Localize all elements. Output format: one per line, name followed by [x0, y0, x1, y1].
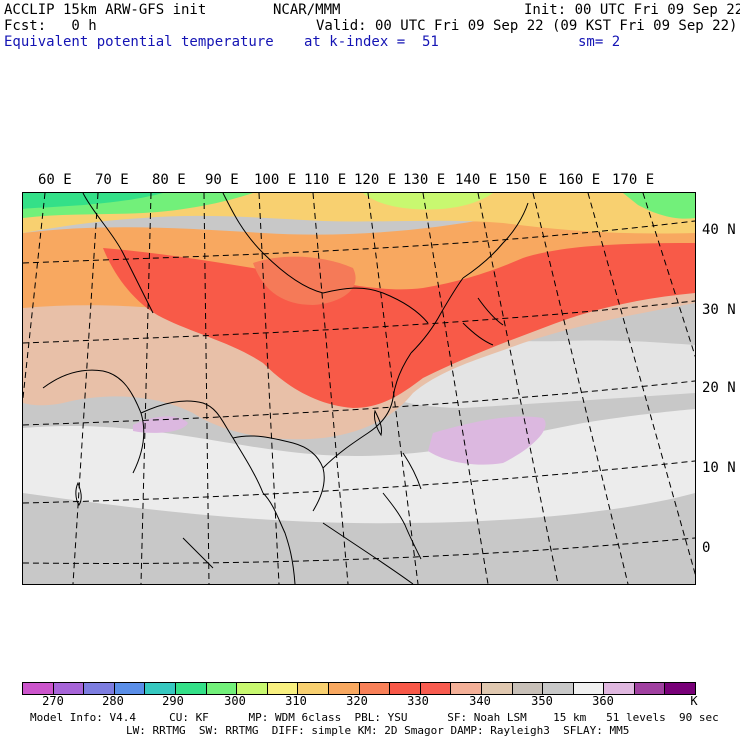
colorbar-label: 290 — [162, 694, 184, 708]
colorbar-label: 320 — [346, 694, 368, 708]
colorbar-cell — [604, 683, 635, 694]
longitude-label: 170 E — [612, 172, 655, 188]
level-index: at k-index = 51 — [304, 34, 439, 50]
smoothing: sm= 2 — [578, 34, 621, 50]
longitude-label: 60 E — [38, 172, 72, 188]
colorbar-cell — [267, 683, 299, 694]
latitude-label: 20 N — [702, 380, 736, 396]
longitude-label: 100 E — [254, 172, 297, 188]
colorbar-cell — [481, 683, 513, 694]
valid-time: Valid: 00 UTC Fri 09 Sep 22 (09 KST Fri … — [316, 18, 738, 34]
equivalent-potential-temperature-map — [23, 193, 695, 584]
colorbar-cell — [543, 683, 574, 694]
colorbar-label: 270 — [42, 694, 64, 708]
colorbar-label: 300 — [224, 694, 246, 708]
longitude-label: 80 E — [152, 172, 186, 188]
colorbar-label: 280 — [102, 694, 124, 708]
colorbar-label: 360 — [592, 694, 614, 708]
colorbar-cell — [237, 683, 268, 694]
map-panel — [22, 192, 696, 585]
colorbar-cell — [634, 683, 666, 694]
colorbar-cell — [328, 683, 360, 694]
model-info-line-2: LW: RRTMG SW: RRTMG DIFF: simple KM: 2D … — [126, 724, 630, 737]
colorbar-cell — [84, 683, 115, 694]
colorbar — [22, 682, 696, 695]
colorbar-cell — [298, 683, 329, 694]
colorbar-cell — [359, 683, 391, 694]
longitude-label: 130 E — [403, 172, 446, 188]
colorbar-cell — [573, 683, 605, 694]
title-line-1-left: ACCLIP 15km ARW-GFS init — [4, 2, 207, 18]
colorbar-cell — [420, 683, 452, 694]
colorbar-cell — [451, 683, 482, 694]
model-info-line-1: Model Info: V4.4 CU: KF MP: WDM 6class P… — [30, 711, 719, 724]
longitude-label: 90 E — [205, 172, 239, 188]
latitude-label: 30 N — [702, 302, 736, 318]
longitude-label: 70 E — [95, 172, 129, 188]
colorbar-label: 330 — [407, 694, 429, 708]
colorbar-cell — [175, 683, 207, 694]
title-line-1-mid: NCAR/MMM — [273, 2, 341, 18]
colorbar-cell — [23, 683, 54, 694]
latitude-label: 10 N — [702, 460, 736, 476]
colorbar-label: 350 — [531, 694, 553, 708]
colorbar-unit: K — [690, 694, 698, 708]
longitude-label: 120 E — [354, 172, 397, 188]
colorbar-cell — [114, 683, 146, 694]
longitude-label: 110 E — [304, 172, 347, 188]
latitude-label: 0 — [702, 540, 711, 556]
colorbar-cell — [206, 683, 238, 694]
colorbar-cell — [390, 683, 421, 694]
colorbar-label: 340 — [469, 694, 491, 708]
colorbar-cell — [512, 683, 544, 694]
longitude-label: 150 E — [505, 172, 548, 188]
colorbar-cell — [145, 683, 176, 694]
colorbar-cell — [53, 683, 85, 694]
colorbar-label: 310 — [285, 694, 307, 708]
forecast-hour: Fcst: 0 h — [4, 18, 97, 34]
latitude-label: 40 N — [702, 222, 736, 238]
colorbar-cell — [665, 683, 696, 694]
longitude-label: 160 E — [558, 172, 601, 188]
longitude-label: 140 E — [455, 172, 498, 188]
field-name: Equivalent potential temperature — [4, 34, 274, 50]
title-line-1-right: Init: 00 UTC Fri 09 Sep 22 — [524, 2, 740, 18]
